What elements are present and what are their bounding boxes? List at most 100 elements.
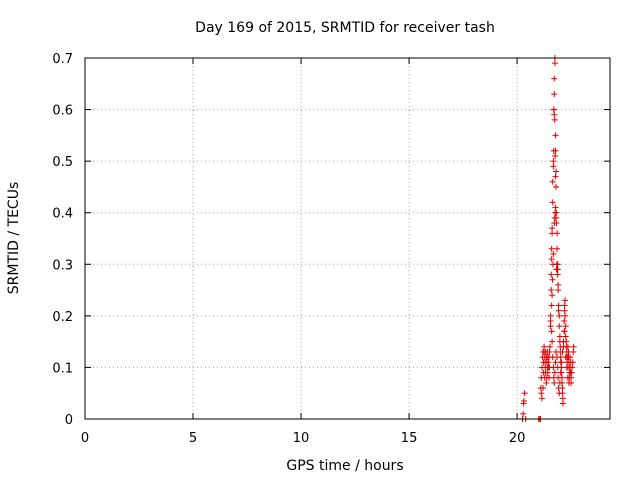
data-point xyxy=(556,390,563,397)
x-tick-labels: 0 5 10 15 20 xyxy=(81,431,526,446)
x-tick-label: 10 xyxy=(293,431,310,446)
data-point xyxy=(550,106,557,113)
data-point xyxy=(549,292,556,299)
data-points xyxy=(519,55,577,422)
data-point xyxy=(551,116,558,123)
data-point xyxy=(558,359,565,366)
data-point xyxy=(562,333,569,340)
data-point xyxy=(560,338,567,345)
y-tick-label: 0.3 xyxy=(52,258,73,273)
data-point xyxy=(549,276,556,283)
data-point xyxy=(550,163,557,170)
data-point xyxy=(569,364,576,371)
data-point xyxy=(556,323,563,330)
data-point xyxy=(543,379,550,386)
data-point xyxy=(559,348,566,355)
data-point xyxy=(556,333,563,340)
data-point xyxy=(551,111,558,118)
data-point xyxy=(544,369,551,376)
data-point xyxy=(555,307,562,314)
y-tick-label: 0.5 xyxy=(52,155,73,170)
y-tick-label: 0.6 xyxy=(52,104,73,119)
y-tick-label: 0.4 xyxy=(52,207,73,222)
y-tick-label: 0.2 xyxy=(52,310,73,325)
data-point xyxy=(521,390,528,397)
data-point xyxy=(548,256,555,263)
data-point xyxy=(551,60,558,67)
data-point xyxy=(554,245,561,252)
data-point xyxy=(547,318,554,325)
data-point xyxy=(561,307,568,314)
data-point xyxy=(538,390,545,397)
data-point xyxy=(552,168,559,175)
data-point xyxy=(541,343,548,350)
data-point xyxy=(548,302,555,309)
data-point xyxy=(554,230,561,237)
data-point xyxy=(552,359,559,366)
data-point xyxy=(552,173,559,180)
y-tick-label: 0.7 xyxy=(52,52,73,67)
data-point xyxy=(548,287,555,294)
data-point xyxy=(549,225,556,232)
data-point xyxy=(552,132,559,139)
data-point xyxy=(540,385,547,392)
data-point xyxy=(551,75,558,82)
data-point xyxy=(555,385,562,392)
data-point xyxy=(569,359,576,366)
data-point xyxy=(556,312,563,319)
data-point xyxy=(547,312,554,319)
data-point xyxy=(551,220,558,227)
data-point xyxy=(568,369,575,376)
data-point xyxy=(552,348,559,355)
data-point xyxy=(521,397,528,404)
plot-frame xyxy=(84,57,611,420)
data-point xyxy=(561,302,568,309)
data-point xyxy=(564,343,571,350)
data-point xyxy=(562,312,569,319)
x-axis-label: GPS time / hours xyxy=(286,458,403,474)
data-point xyxy=(562,323,569,330)
data-point xyxy=(547,323,554,330)
data-point xyxy=(555,281,562,288)
data-point xyxy=(538,395,545,402)
data-point xyxy=(552,147,559,154)
x-tick-label: 15 xyxy=(401,431,418,446)
data-point xyxy=(549,261,556,268)
data-point xyxy=(545,359,552,366)
data-point xyxy=(546,348,553,355)
data-point xyxy=(561,328,568,335)
data-point xyxy=(550,250,557,257)
y-axis-label: SRMTID / TECUs xyxy=(6,182,22,295)
data-point xyxy=(555,302,562,309)
data-point xyxy=(563,364,570,371)
data-point xyxy=(551,369,558,376)
data-point xyxy=(559,400,566,407)
data-point xyxy=(570,348,577,355)
data-point xyxy=(556,379,563,386)
data-point xyxy=(546,343,553,350)
chart-title: Day 169 of 2015, SRMTID for receiver tas… xyxy=(195,20,495,36)
data-point xyxy=(549,199,556,206)
data-point xyxy=(554,364,561,371)
data-point xyxy=(564,374,571,381)
data-point xyxy=(550,158,557,165)
data-point xyxy=(548,271,555,278)
data-point xyxy=(552,209,559,216)
data-point xyxy=(554,266,561,273)
data-point xyxy=(557,369,564,376)
data-point xyxy=(549,338,556,345)
data-point xyxy=(552,204,559,211)
data-point xyxy=(555,287,562,294)
data-point xyxy=(552,152,559,159)
data-point xyxy=(552,183,559,190)
data-point xyxy=(561,318,568,325)
data-point xyxy=(562,354,569,361)
y-tick-labels: 0 0.1 0.2 0.3 0.4 0.5 0.6 0.7 xyxy=(52,52,73,428)
axis-ticks xyxy=(84,57,610,420)
data-point xyxy=(551,379,558,386)
data-point xyxy=(549,178,556,185)
x-tick-label: 5 xyxy=(189,431,197,446)
data-point xyxy=(551,91,558,98)
x-tick-label: 0 xyxy=(81,431,89,446)
